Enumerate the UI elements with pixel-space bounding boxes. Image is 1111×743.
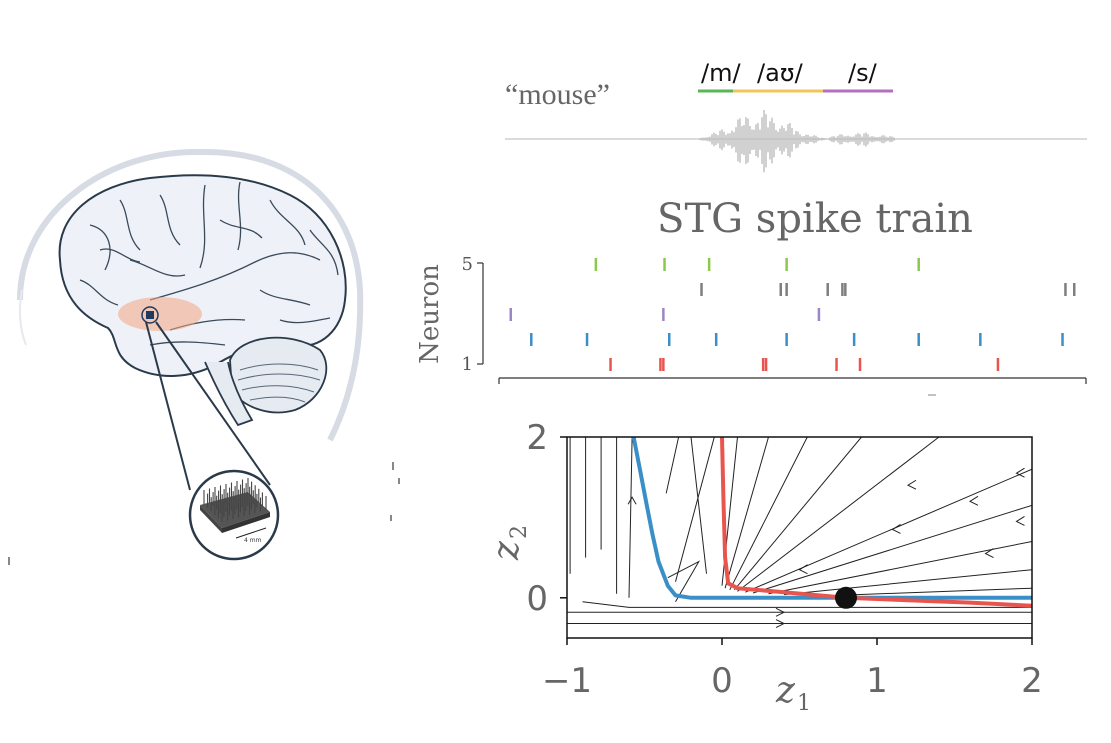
y-tick-label: 0 <box>526 579 548 619</box>
flow-line <box>734 437 862 591</box>
flow-line <box>665 437 680 494</box>
word-label: “mouse” <box>505 78 610 111</box>
flow-line <box>737 437 940 592</box>
electrode-array-icon: 4 mm <box>188 469 280 561</box>
flow-line <box>768 541 1032 595</box>
raster-axes <box>477 262 1087 396</box>
trajectory-0 <box>631 437 1032 600</box>
x-tick-label: 2 <box>1021 661 1043 701</box>
flow-arrow <box>984 548 994 559</box>
phoneme-au: /aʊ/ <box>757 59 804 87</box>
flow-line <box>783 569 1032 596</box>
flow-line <box>675 437 715 582</box>
phase-portrait: −1 0 1 2 0 2 z 1 z 2 <box>486 418 1043 716</box>
spike-raster <box>509 258 1076 371</box>
flow-arrow <box>627 496 637 505</box>
flow-line <box>628 437 633 598</box>
phoneme-s: /s/ <box>848 59 878 87</box>
flow-arrow <box>1015 515 1025 526</box>
trajectory-1 <box>720 437 1032 608</box>
x-tick-label: 0 <box>711 661 733 701</box>
flow-arrow <box>775 619 786 628</box>
phase-xlabel-sub: 1 <box>797 691 811 716</box>
x-tick-label: −1 <box>542 661 592 701</box>
head-outline-icon <box>17 148 364 442</box>
brain-icon <box>58 174 347 427</box>
spike-train-title: STG spike train <box>657 196 973 242</box>
flow-line <box>667 560 701 603</box>
phoneme-labels: /m/ /aʊ/ /s/ <box>698 59 893 93</box>
flow-arrow <box>968 495 979 506</box>
flow-line <box>724 437 769 589</box>
flow-arrow <box>1015 467 1025 478</box>
phase-plot-frame <box>566 436 1033 639</box>
y-tick-label: 2 <box>526 418 548 458</box>
flow-arrow <box>775 607 786 617</box>
flow-line <box>690 437 707 574</box>
phase-xlabel: z <box>775 670 796 711</box>
flow-line <box>582 601 1032 608</box>
flow-arrow <box>798 564 808 575</box>
raster-ytick-top: 5 <box>462 254 473 275</box>
flow-line <box>729 437 808 591</box>
flow-line <box>745 468 1032 593</box>
array-scale-label: 4 mm <box>244 537 262 544</box>
zoom-connector-lines <box>145 321 271 491</box>
phoneme-m: /m/ <box>701 59 741 87</box>
raster-ylabel: Neuron <box>415 264 445 364</box>
raster-ytick-bottom: 1 <box>462 354 473 375</box>
speech-waveform <box>505 110 1087 173</box>
fixed-point-marker <box>835 586 857 609</box>
flow-arrow <box>906 479 917 490</box>
flow-arrow <box>891 524 901 534</box>
phase-ylabel: z <box>486 540 527 561</box>
flow-line <box>752 504 1032 594</box>
x-tick-label: 1 <box>866 661 888 701</box>
phase-ylabel-sub: 2 <box>507 525 532 539</box>
